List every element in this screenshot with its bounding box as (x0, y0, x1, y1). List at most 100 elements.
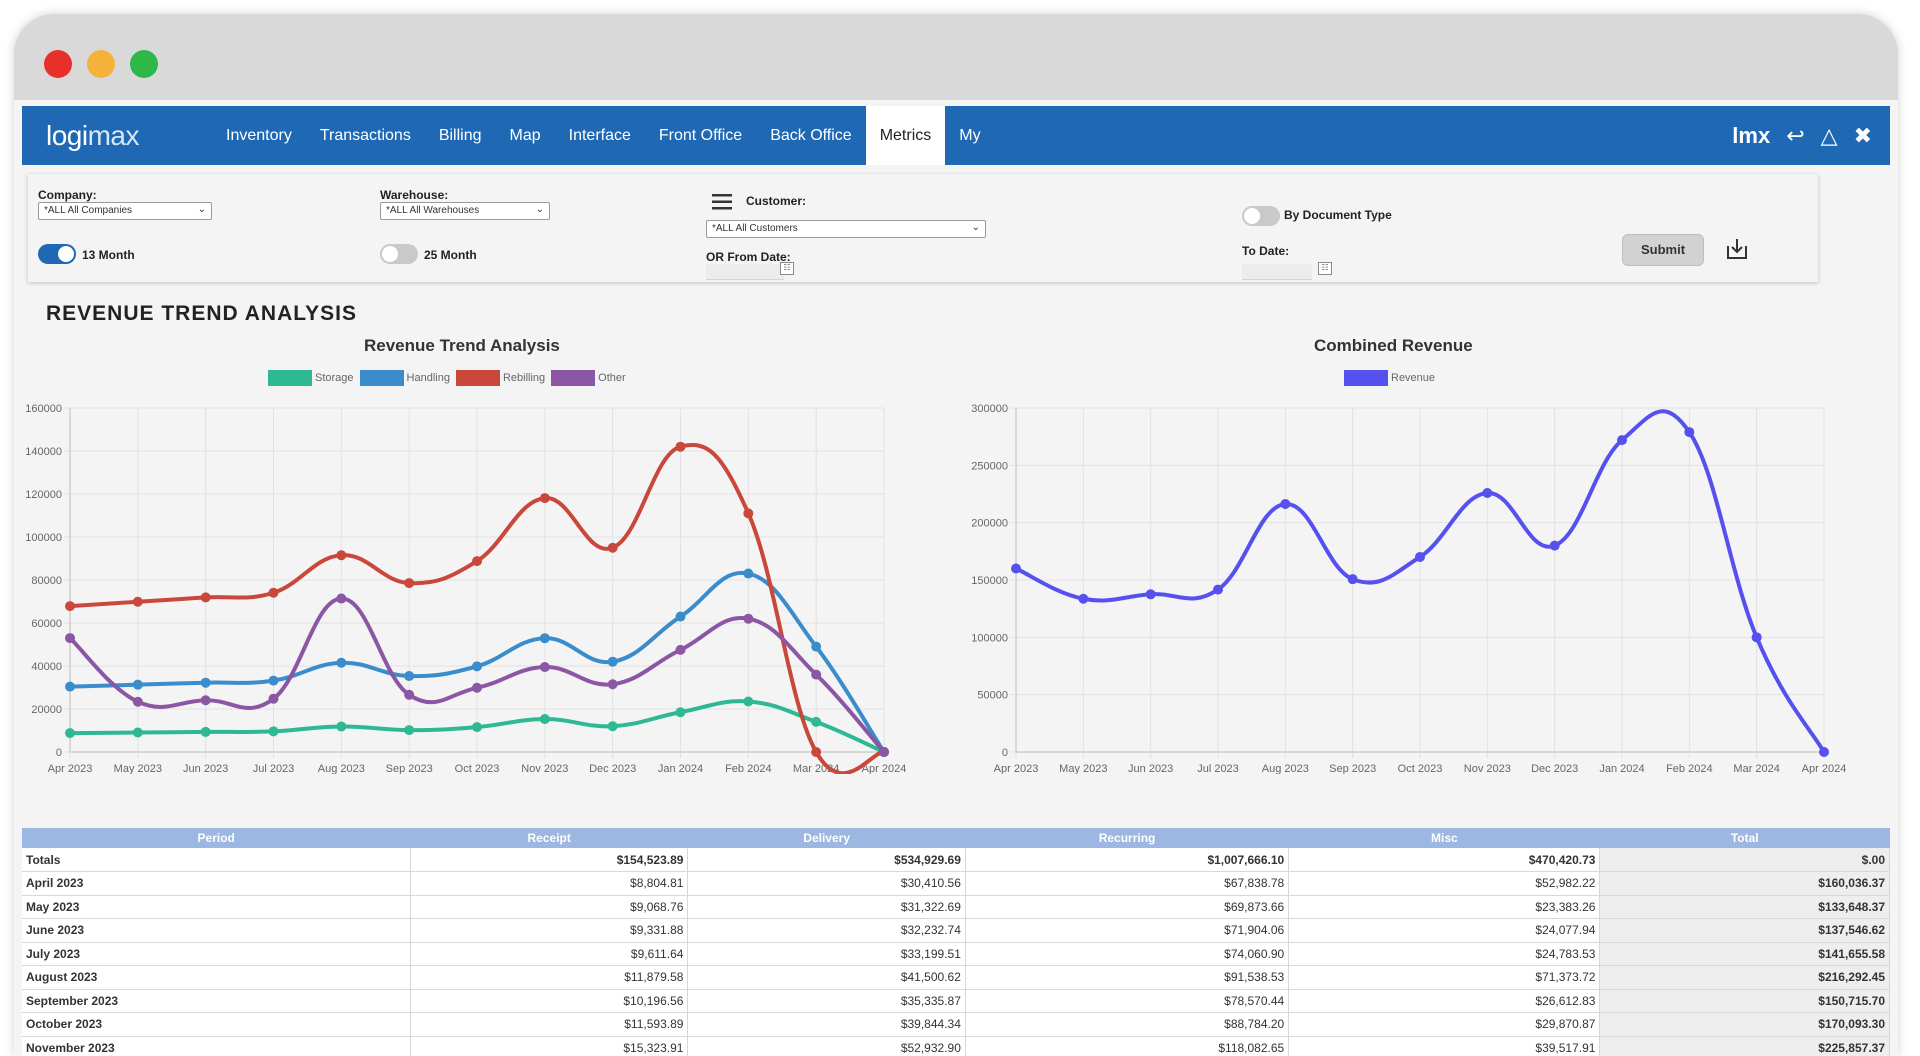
data-point-storage[interactable] (743, 696, 754, 707)
data-point-rebilling[interactable] (539, 493, 550, 504)
data-point-handling[interactable] (472, 661, 482, 672)
data-point-revenue[interactable] (1011, 563, 1021, 574)
data-point-storage[interactable] (200, 726, 211, 737)
data-point-rebilling[interactable] (336, 550, 347, 561)
data-point-rebilling[interactable] (132, 596, 143, 607)
data-point-rebilling[interactable] (404, 578, 415, 589)
data-point-revenue[interactable] (1078, 593, 1089, 604)
nav-item-interface[interactable]: Interface (568, 127, 631, 144)
to-date-input[interactable] (1242, 264, 1312, 280)
data-point-rebilling[interactable] (268, 587, 279, 598)
series-line-rebilling[interactable] (69, 443, 885, 774)
data-point-handling[interactable] (607, 656, 618, 667)
warehouse-select[interactable]: *ALL All Warehouses ⌄ (380, 202, 550, 220)
data-point-revenue[interactable] (1751, 632, 1762, 643)
download-icon[interactable] (1722, 234, 1752, 264)
nav-item-billing[interactable]: Billing (438, 127, 482, 144)
nav-item-front-office[interactable]: Front Office (658, 127, 743, 144)
data-point-other[interactable] (404, 689, 415, 700)
by-document-type-toggle[interactable] (1242, 206, 1280, 226)
data-point-other[interactable] (675, 644, 686, 655)
nav-item-my[interactable]: My (959, 127, 981, 144)
legend-item-revenue[interactable]: Revenue (1344, 370, 1435, 386)
data-point-other[interactable] (268, 693, 279, 704)
data-point-revenue[interactable] (1819, 747, 1829, 757)
data-point-other[interactable] (65, 633, 75, 644)
calendar-icon[interactable]: ☷ (780, 262, 794, 275)
submit-button[interactable]: Submit (1622, 234, 1704, 266)
company-select[interactable]: *ALL All Companies ⌄ (38, 202, 212, 220)
close-window-button[interactable] (44, 50, 72, 78)
data-point-rebilling[interactable] (65, 601, 75, 612)
column-header-recurring[interactable]: Recurring (965, 828, 1289, 848)
warning-icon[interactable]: △ (1820, 122, 1838, 148)
data-point-revenue[interactable] (1280, 498, 1291, 509)
data-point-storage[interactable] (132, 727, 143, 738)
legend-item-rebilling[interactable]: Rebilling (455, 370, 545, 386)
data-point-rebilling[interactable] (811, 747, 822, 757)
column-header-receipt[interactable]: Receipt (410, 828, 688, 848)
data-point-storage[interactable] (539, 714, 550, 725)
user-label[interactable]: lmx (1732, 122, 1771, 148)
legend-item-other[interactable]: Other (551, 370, 626, 386)
data-point-revenue[interactable] (1617, 435, 1627, 446)
data-point-revenue[interactable] (1482, 488, 1493, 499)
data-point-revenue[interactable] (1549, 540, 1560, 551)
data-point-other[interactable] (472, 682, 482, 693)
column-header-period[interactable]: Period (22, 828, 411, 848)
data-point-storage[interactable] (336, 721, 347, 732)
data-point-handling[interactable] (811, 641, 822, 652)
data-point-revenue[interactable] (1415, 551, 1425, 562)
series-line-revenue[interactable] (1015, 409, 1826, 754)
customer-select[interactable]: *ALL All Customers ⌄ (706, 220, 986, 238)
data-point-rebilling[interactable] (200, 592, 211, 603)
nav-item-transactions[interactable]: Transactions (319, 127, 411, 144)
month25-toggle[interactable] (380, 244, 418, 264)
legend-item-handling[interactable]: Handling (359, 370, 450, 386)
data-point-storage[interactable] (811, 716, 822, 727)
data-point-rebilling[interactable] (675, 441, 686, 452)
column-header-delivery[interactable]: Delivery (687, 828, 966, 848)
data-point-handling[interactable] (743, 568, 754, 579)
data-point-other[interactable] (743, 613, 754, 624)
data-point-handling[interactable] (65, 681, 75, 692)
nav-item-map[interactable]: Map (509, 127, 541, 144)
data-point-other[interactable] (132, 696, 143, 707)
month13-toggle[interactable] (38, 244, 76, 264)
close-icon[interactable]: ✖ (1853, 122, 1872, 148)
data-point-revenue[interactable] (1347, 574, 1358, 585)
data-point-handling[interactable] (336, 657, 347, 668)
data-point-other[interactable] (879, 747, 889, 757)
data-point-handling[interactable] (675, 611, 686, 622)
nav-item-inventory[interactable]: Inventory (226, 127, 292, 144)
data-point-other[interactable] (607, 679, 618, 690)
data-point-other[interactable] (336, 593, 347, 604)
data-point-other[interactable] (539, 662, 550, 673)
data-point-storage[interactable] (675, 707, 686, 718)
data-point-rebilling[interactable] (472, 556, 482, 567)
data-point-handling[interactable] (268, 675, 279, 686)
menu-icon[interactable] (712, 194, 732, 210)
data-point-revenue[interactable] (1213, 584, 1223, 595)
data-point-handling[interactable] (404, 671, 415, 682)
data-point-revenue[interactable] (1684, 427, 1695, 438)
nav-item-metrics[interactable]: Metrics (865, 106, 946, 165)
data-point-storage[interactable] (65, 728, 75, 739)
maximize-window-button[interactable] (130, 50, 158, 78)
data-point-handling[interactable] (200, 677, 211, 688)
back-arrow-icon[interactable]: ↩ (1786, 122, 1805, 148)
data-point-storage[interactable] (472, 722, 482, 733)
data-point-rebilling[interactable] (743, 508, 754, 519)
data-point-storage[interactable] (607, 721, 618, 732)
data-point-handling[interactable] (539, 633, 550, 644)
column-header-misc[interactable]: Misc (1288, 828, 1600, 848)
nav-item-back-office[interactable]: Back Office (770, 127, 852, 144)
legend-item-storage[interactable]: Storage (268, 370, 354, 386)
logimax-logo[interactable]: logimax (46, 120, 140, 152)
data-point-handling[interactable] (132, 679, 143, 690)
data-point-revenue[interactable] (1145, 589, 1156, 600)
calendar-icon[interactable]: ☷ (1318, 262, 1332, 275)
from-date-input[interactable] (706, 264, 784, 280)
data-point-storage[interactable] (404, 725, 415, 736)
data-point-rebilling[interactable] (607, 542, 618, 553)
